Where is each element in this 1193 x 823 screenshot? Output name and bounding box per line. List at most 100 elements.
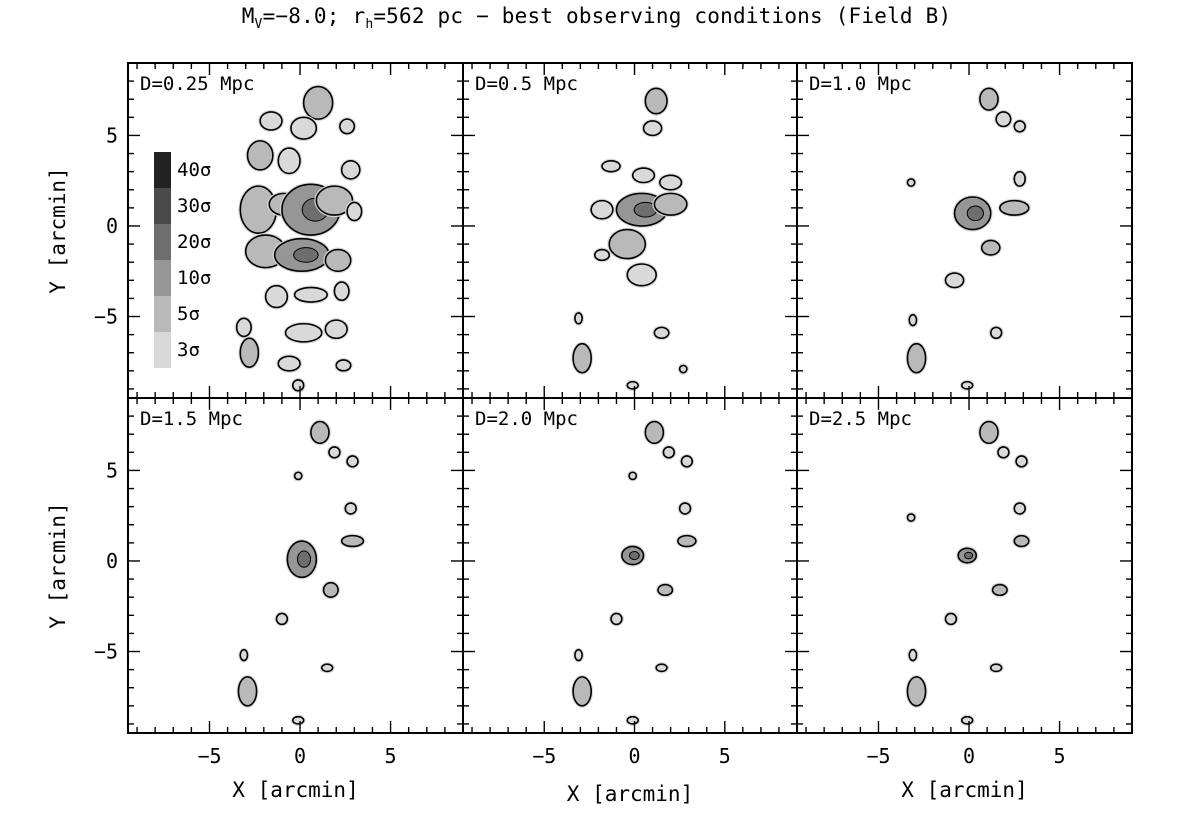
density-contour xyxy=(235,317,252,338)
y-tick-label: 0 xyxy=(106,549,118,573)
density-contour xyxy=(315,185,354,216)
density-contour xyxy=(290,116,318,140)
density-contour xyxy=(608,228,647,260)
panel-label: D=1.0 Mpc xyxy=(809,73,912,95)
title-part-2: V xyxy=(254,17,263,33)
density-contour xyxy=(979,87,999,111)
chart-title: MV=−8.0; rh=562 pc − best observing cond… xyxy=(0,4,1193,32)
title-part-5: =562 pc − best observing conditions (Fie… xyxy=(373,4,952,28)
density-contour xyxy=(340,159,361,180)
density-contour xyxy=(628,471,638,481)
x-tick-label: 0 xyxy=(963,744,975,768)
density-contour xyxy=(960,380,974,390)
density-contour xyxy=(239,648,249,662)
density-contour xyxy=(293,471,303,481)
density-contour xyxy=(991,583,1008,597)
x-tick-label: 5 xyxy=(385,744,397,768)
density-contour xyxy=(264,284,289,309)
x-axis-label: X [arcmin] xyxy=(232,778,358,802)
legend-label: 10σ xyxy=(177,267,211,289)
y-tick-label: 5 xyxy=(106,123,118,147)
panel-content xyxy=(905,419,1031,726)
density-contour xyxy=(657,583,674,597)
legend-swatch xyxy=(154,260,171,296)
y-tick-label: −5 xyxy=(94,305,118,329)
legend-label: 40σ xyxy=(177,159,211,181)
density-contour xyxy=(626,263,657,287)
density-contour xyxy=(631,167,656,184)
y-tick-label: −5 xyxy=(94,640,118,664)
y-tick-label: 5 xyxy=(106,458,118,482)
density-contour xyxy=(658,174,683,191)
title-part-4: h xyxy=(365,17,374,33)
density-contour xyxy=(572,342,592,374)
density-contour xyxy=(1013,502,1026,515)
y-tick-label: 0 xyxy=(106,214,118,238)
legend-swatch xyxy=(154,296,171,332)
density-contour xyxy=(346,201,363,222)
density-contour xyxy=(960,715,974,725)
legend-swatch xyxy=(154,188,171,224)
x-tick-label: −5 xyxy=(197,744,221,768)
density-contour xyxy=(239,337,260,369)
density-contour xyxy=(339,118,356,135)
density-contour-inner xyxy=(293,247,319,263)
density-contour xyxy=(678,364,688,374)
density-contour xyxy=(662,446,676,459)
density-contour-inner xyxy=(296,550,312,568)
panel-label: D=1.5 Mpc xyxy=(140,408,243,430)
density-contour xyxy=(333,281,350,302)
density-contour xyxy=(237,676,258,707)
panel-content xyxy=(236,419,366,726)
density-contour xyxy=(980,239,1001,256)
density-contour xyxy=(246,140,274,171)
density-contour xyxy=(999,199,1030,216)
density-contour xyxy=(275,612,289,626)
panel-3: D=1.0 Mpc xyxy=(796,62,1133,399)
legend-swatch xyxy=(154,152,171,188)
panel-4: D=1.5 Mpc −5 0 5 Y [arcmin] −5 0 5 X [arcmin] xyxy=(46,397,464,802)
panel-content xyxy=(905,86,1031,391)
density-contour xyxy=(1013,120,1026,133)
density-contour xyxy=(989,663,1003,673)
legend-swatch xyxy=(154,332,171,368)
legend-label: 5σ xyxy=(177,303,200,325)
x-tick-label: −5 xyxy=(866,744,890,768)
density-contour xyxy=(335,359,352,372)
density-contour xyxy=(322,581,339,598)
density-contour xyxy=(574,648,583,662)
density-contour xyxy=(574,312,583,325)
density-contour xyxy=(324,248,352,273)
title-part-1: M xyxy=(241,4,255,28)
density-contour xyxy=(908,313,918,327)
x-axis-label: X [arcmin] xyxy=(567,782,693,806)
panel-2: D=0.5 Mpc xyxy=(462,62,798,399)
panel-label: D=0.5 Mpc xyxy=(475,73,578,95)
density-contour xyxy=(997,446,1010,459)
density-contour xyxy=(908,648,918,662)
panel-5: D=2.0 Mpc −5 0 5 X [arcmin] xyxy=(462,397,798,806)
panel-frame xyxy=(796,62,1133,399)
density-contour xyxy=(906,342,927,374)
density-contour xyxy=(989,326,1003,340)
density-contour xyxy=(259,111,283,131)
legend: 40σ 30σ 20σ 10σ 5σ 3σ xyxy=(154,152,211,368)
density-contour xyxy=(644,87,668,115)
density-contour xyxy=(677,534,697,548)
density-contour-inner xyxy=(628,550,640,561)
density-contour xyxy=(310,420,330,445)
legend-label: 20σ xyxy=(177,231,211,253)
density-contour xyxy=(610,612,623,626)
density-contour xyxy=(644,420,665,445)
density-contour xyxy=(291,379,305,392)
panel-content xyxy=(234,84,364,393)
x-tick-label: 5 xyxy=(719,744,731,768)
density-contour xyxy=(642,120,663,137)
density-contour xyxy=(320,663,334,673)
density-contour xyxy=(277,147,301,175)
density-contour xyxy=(590,199,614,220)
density-contour xyxy=(906,513,916,522)
panel-label: D=2.5 Mpc xyxy=(809,408,912,430)
